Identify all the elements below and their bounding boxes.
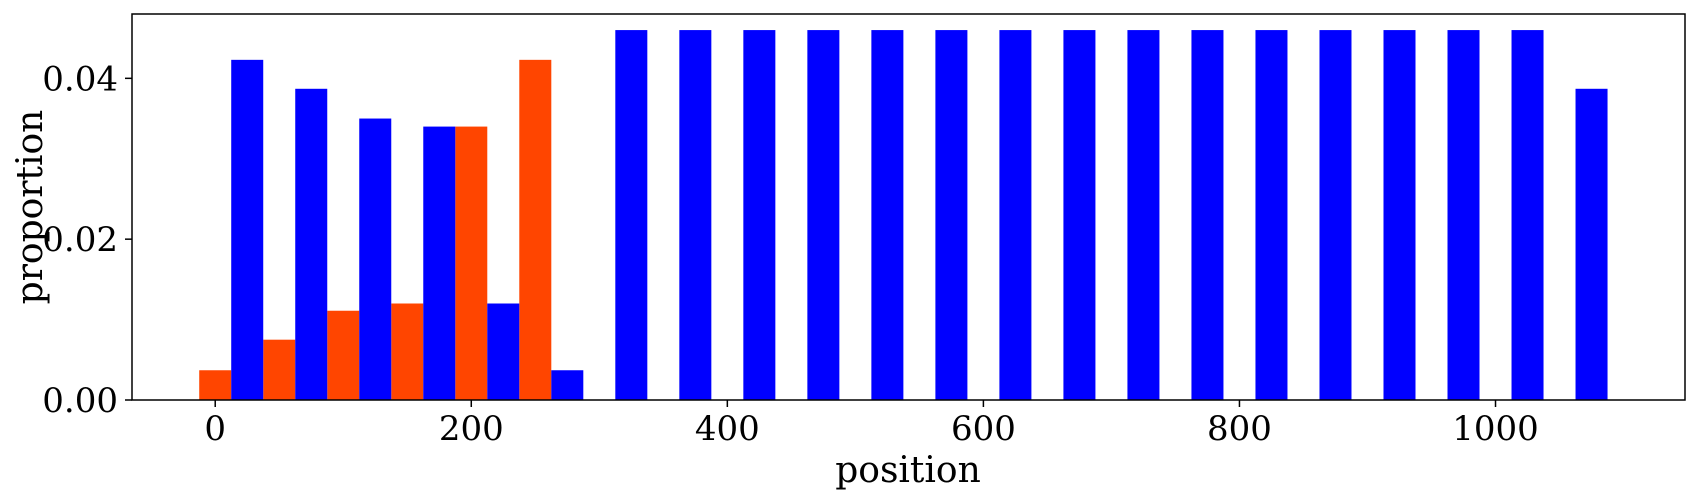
bar-series2-6 (615, 30, 648, 401)
bar-series2-11 (935, 30, 968, 401)
y-tick-label: 0.02 (42, 220, 118, 260)
bar-series2-15 (1191, 30, 1224, 401)
bar-series2-7 (679, 30, 712, 401)
bar-series2-18 (1383, 30, 1416, 401)
y-tick-label: 0.04 (42, 59, 118, 99)
x-tick-label: 200 (439, 409, 504, 449)
bar-series2-20 (1511, 30, 1544, 401)
bar-series2-4 (487, 303, 520, 400)
plot-frame (131, 13, 1686, 401)
bar-series2-21 (1575, 88, 1608, 400)
bar-series1-4 (455, 126, 488, 400)
bar-series2-8 (743, 30, 776, 401)
bar-series2-16 (1255, 30, 1288, 401)
bar-series2-1 (295, 88, 328, 400)
x-axis-ticks: 0 200 400 600 800 1000 (204, 400, 1539, 449)
bar-series2-14 (1127, 30, 1160, 401)
bar-series1-1 (263, 339, 296, 400)
y-axis-label: proportion (10, 110, 51, 305)
bars-layer (199, 30, 1608, 401)
x-tick-label: 600 (951, 409, 1016, 449)
bar-series2-13 (1063, 30, 1096, 401)
x-tick-label: 800 (1207, 409, 1272, 449)
bar-series2-12 (999, 30, 1032, 401)
bar-series2-2 (359, 118, 392, 400)
bar-series1-0 (199, 370, 232, 400)
bar-series2-5 (551, 370, 584, 400)
bar-series2-19 (1447, 30, 1480, 401)
bar-series1-5 (519, 59, 552, 401)
bar-series2-0 (231, 59, 264, 401)
bar-series2-10 (871, 30, 904, 401)
x-tick-label: 400 (695, 409, 760, 449)
bar-series1-3 (391, 303, 424, 400)
x-axis-label: position (835, 450, 981, 491)
bar-series2-3 (423, 126, 456, 400)
bar-series2-17 (1319, 30, 1352, 401)
bar-series2-9 (807, 30, 840, 401)
y-axis-ticks: 0.00 0.02 0.04 (42, 59, 132, 421)
x-tick-label: 1000 (1452, 409, 1539, 449)
bar-series1-2 (327, 310, 360, 400)
x-tick-label: 0 (204, 409, 226, 449)
y-tick-label: 0.00 (42, 381, 118, 421)
